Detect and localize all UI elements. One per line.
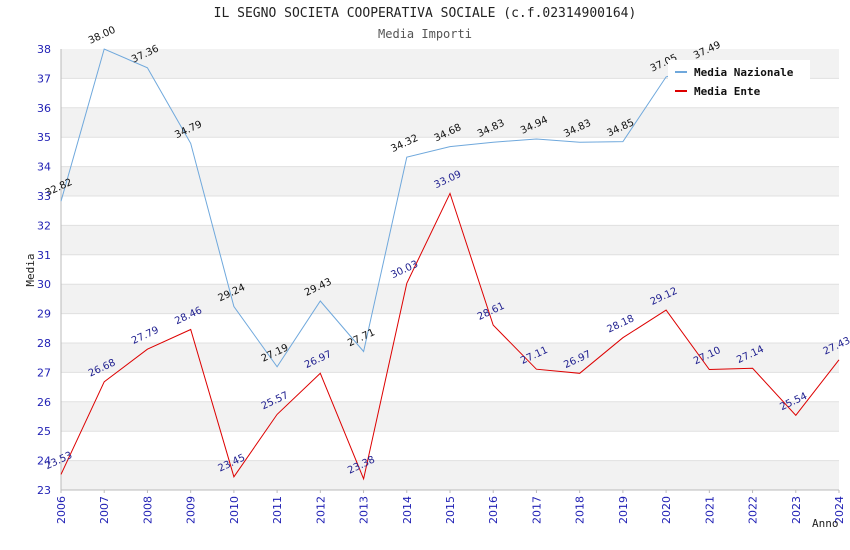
x-tick-label: 2013	[358, 496, 371, 524]
y-tick-label: 32	[37, 219, 51, 232]
x-tick-label: 2011	[271, 496, 284, 524]
x-tick-label: 2018	[574, 496, 587, 524]
y-tick-label: 31	[37, 249, 51, 262]
grid-bands	[61, 49, 839, 491]
y-tick-label: 36	[37, 102, 51, 115]
grid-band	[61, 196, 839, 226]
axes	[60, 49, 840, 493]
x-tick-label: 2024	[833, 496, 846, 524]
y-tick-label: 30	[37, 278, 51, 291]
legend: Media Nazionale Media Ente	[668, 60, 810, 102]
y-tick-label: 28	[37, 337, 51, 350]
legend-entry: Media Nazionale	[694, 66, 794, 79]
y-tick-label: 35	[37, 131, 51, 144]
grid-band	[61, 254, 839, 285]
legend-box	[668, 60, 810, 102]
x-tick-label: 2022	[747, 496, 760, 524]
grid-band	[61, 284, 839, 314]
chart-title: IL SEGNO SOCIETA COOPERATIVA SOCIALE (c.…	[213, 6, 637, 21]
grid-band	[61, 107, 839, 138]
y-tick-label: 38	[37, 43, 51, 56]
series-line-media-nazionale	[60, 48, 710, 368]
x-tick-label: 2020	[660, 496, 673, 524]
x-tick-label: 2012	[314, 496, 327, 524]
x-tick-label: 2009	[185, 496, 198, 524]
grid-band	[61, 225, 839, 255]
y-tick-labels: 23 24 25 26 27 28 29 30 31 32 33 34 35 36 37 38	[37, 43, 51, 497]
series-lines	[60, 48, 840, 481]
series-line-media-ente	[60, 192, 840, 481]
x-tick-label: 2010	[228, 496, 241, 524]
x-tick-label: 2016	[487, 496, 500, 524]
y-tick-label: 23	[37, 484, 51, 497]
grid-band	[61, 460, 839, 490]
y-tick-label: 34	[37, 161, 51, 174]
y-tick-label: 37	[37, 72, 51, 85]
x-tick-label: 2021	[703, 496, 716, 524]
data-label: 38.00	[87, 25, 118, 47]
x-tick-label: 2014	[401, 496, 414, 524]
x-tick-label: 2015	[444, 496, 457, 524]
grid-band	[61, 431, 839, 461]
legend-entry: Media Ente	[694, 85, 761, 98]
y-tick-label: 33	[37, 190, 51, 203]
y-tick-label: 25	[37, 425, 51, 438]
y-tick-label: 26	[37, 396, 51, 409]
x-tick-label: 2017	[530, 496, 543, 524]
x-tick-label: 2008	[141, 496, 154, 524]
grid-band	[61, 166, 839, 196]
grid-band	[61, 343, 839, 373]
x-tick-label: 2007	[98, 496, 111, 524]
grid-band	[61, 401, 839, 432]
y-axis-label: Media	[24, 253, 37, 286]
grid-band	[61, 372, 839, 402]
x-tick-label: 2019	[617, 496, 630, 524]
x-tick-label: 2023	[790, 496, 803, 524]
y-tick-label: 27	[37, 366, 51, 379]
grid-band	[61, 313, 839, 343]
x-tick-labels: 2006 2007 2008 2009 2010 2011 2012 2013 2014 2015…	[55, 496, 846, 524]
grid-band	[61, 137, 839, 167]
chart-subtitle: Media Importi	[378, 27, 472, 41]
y-tick-label: 29	[37, 308, 51, 321]
x-axis-label: Anno	[812, 517, 839, 530]
x-tick-label: 2006	[55, 496, 68, 524]
y-tick-label: 24	[37, 455, 51, 468]
